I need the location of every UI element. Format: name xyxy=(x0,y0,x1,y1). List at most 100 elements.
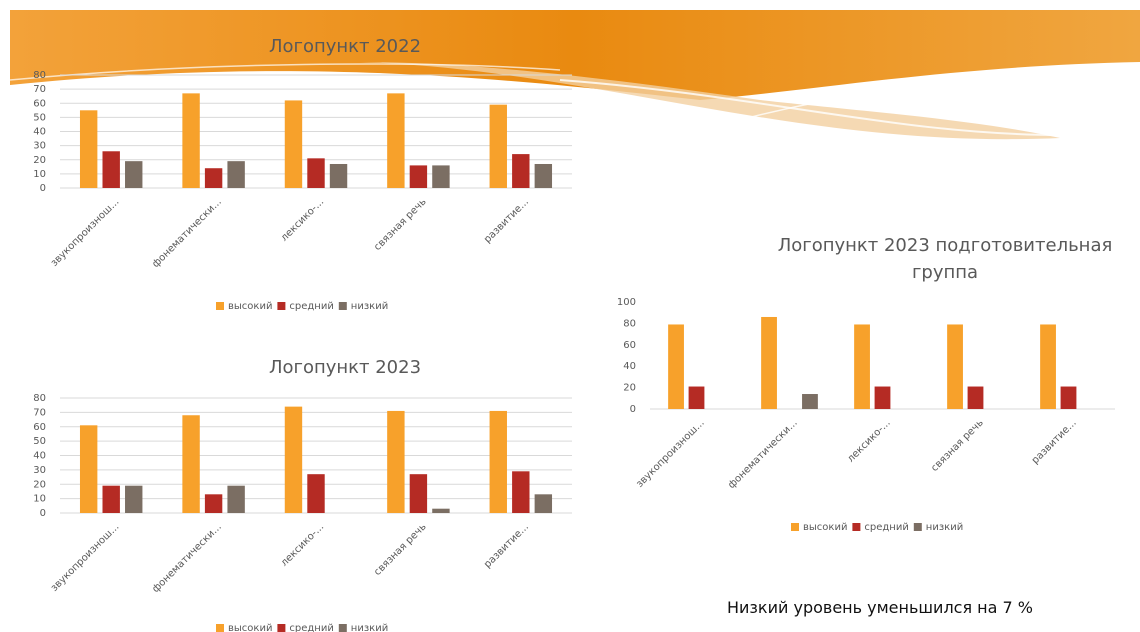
bar xyxy=(182,415,200,513)
bar xyxy=(125,485,143,513)
legend-swatch xyxy=(338,302,347,310)
legend-swatch xyxy=(913,523,922,531)
bar xyxy=(409,165,428,188)
y-tick-label: 20 xyxy=(623,383,636,394)
bar xyxy=(387,410,405,513)
bar xyxy=(182,93,200,188)
bar xyxy=(512,154,530,188)
bar xyxy=(79,110,98,188)
y-tick-label: 30 xyxy=(33,141,46,152)
bar xyxy=(284,100,303,188)
x-tick-label: связная речь xyxy=(372,196,429,253)
x-tick-label: связная речь xyxy=(372,521,429,578)
bar xyxy=(432,508,450,513)
bar xyxy=(534,494,553,513)
x-tick-label: звукопроизнош... xyxy=(49,521,121,593)
header-wave xyxy=(9,10,1140,140)
x-tick-label: развитие... xyxy=(482,521,531,570)
legend-label: высокий xyxy=(228,301,272,312)
y-tick-label: 0 xyxy=(630,404,636,415)
y-tick-label: 80 xyxy=(33,393,46,404)
x-tick-label: лексико-... xyxy=(845,417,892,464)
y-tick-label: 70 xyxy=(33,407,46,418)
x-tick-label: фонематически... xyxy=(726,417,800,491)
bar xyxy=(688,386,705,409)
x-tick-label: лексико-... xyxy=(279,196,326,243)
x-tick-label: развитие... xyxy=(1030,417,1079,466)
y-tick-label: 20 xyxy=(33,155,46,166)
legend-swatch xyxy=(216,302,224,310)
y-tick-label: 0 xyxy=(40,183,46,194)
bar xyxy=(489,104,507,188)
y-tick-label: 100 xyxy=(617,297,636,308)
y-tick-label: 40 xyxy=(33,127,46,138)
bar xyxy=(307,158,325,188)
bar xyxy=(432,165,450,188)
bar xyxy=(125,161,143,188)
bar xyxy=(307,474,325,513)
chart-title: Логопункт 2023 подготовительная группа xyxy=(777,235,1113,283)
bar xyxy=(512,471,530,513)
y-tick-label: 80 xyxy=(623,318,636,329)
y-tick-label: 70 xyxy=(33,84,46,95)
legend-swatch xyxy=(277,624,286,632)
bar xyxy=(854,324,870,409)
bar xyxy=(284,406,303,513)
bar xyxy=(967,386,984,409)
x-tick-label: фонематически... xyxy=(150,196,224,270)
legend-label: низкий xyxy=(351,623,388,632)
legend-swatch xyxy=(791,523,799,531)
bar xyxy=(387,93,405,188)
bar xyxy=(79,425,98,513)
legend-label: средний xyxy=(289,623,333,632)
legend-label: средний xyxy=(864,522,908,533)
bar xyxy=(102,485,120,513)
chart-title: Логопункт 2023 xyxy=(268,357,422,378)
y-tick-label: 80 xyxy=(33,70,46,81)
bar xyxy=(204,494,223,513)
x-tick-label: фонематически... xyxy=(150,521,224,595)
y-tick-label: 10 xyxy=(33,169,46,180)
y-tick-label: 60 xyxy=(33,422,46,433)
y-tick-label: 10 xyxy=(33,494,46,505)
legend-label: высокий xyxy=(803,522,847,533)
legend-swatch xyxy=(338,624,347,632)
y-tick-label: 50 xyxy=(33,436,46,447)
x-tick-label: звукопроизнош... xyxy=(634,417,706,489)
legend-label: средний xyxy=(289,301,333,312)
bar xyxy=(204,168,223,188)
bar xyxy=(227,161,245,188)
bar xyxy=(409,474,428,513)
x-tick-label: связная речь xyxy=(929,417,986,474)
bar xyxy=(227,485,245,513)
y-tick-label: 20 xyxy=(33,479,46,490)
bar xyxy=(489,410,507,513)
y-tick-label: 0 xyxy=(40,508,46,519)
legend-label: низкий xyxy=(351,301,388,312)
x-tick-label: лексико-... xyxy=(279,521,326,568)
x-tick-label: звукопроизнош... xyxy=(49,196,121,268)
chart-title: Логопункт 2022 xyxy=(268,36,422,57)
y-tick-label: 60 xyxy=(33,98,46,109)
y-tick-label: 50 xyxy=(33,112,46,123)
y-tick-label: 40 xyxy=(33,451,46,462)
legend-swatch xyxy=(277,302,286,310)
y-tick-label: 60 xyxy=(623,340,636,351)
bar xyxy=(1060,386,1077,409)
bar xyxy=(102,151,120,188)
bar xyxy=(874,386,891,409)
bar xyxy=(947,324,963,409)
legend-label: высокий xyxy=(228,623,272,632)
bar xyxy=(329,163,348,188)
legend-label: низкий xyxy=(926,522,963,533)
caption: Низкий уровень уменьшился на 7 % xyxy=(726,598,1033,617)
bar xyxy=(761,316,777,409)
bar xyxy=(1040,324,1056,409)
y-tick-label: 30 xyxy=(33,465,46,476)
bar xyxy=(668,324,684,409)
legend-swatch xyxy=(852,523,861,531)
bar xyxy=(802,394,818,409)
bar xyxy=(534,163,553,188)
